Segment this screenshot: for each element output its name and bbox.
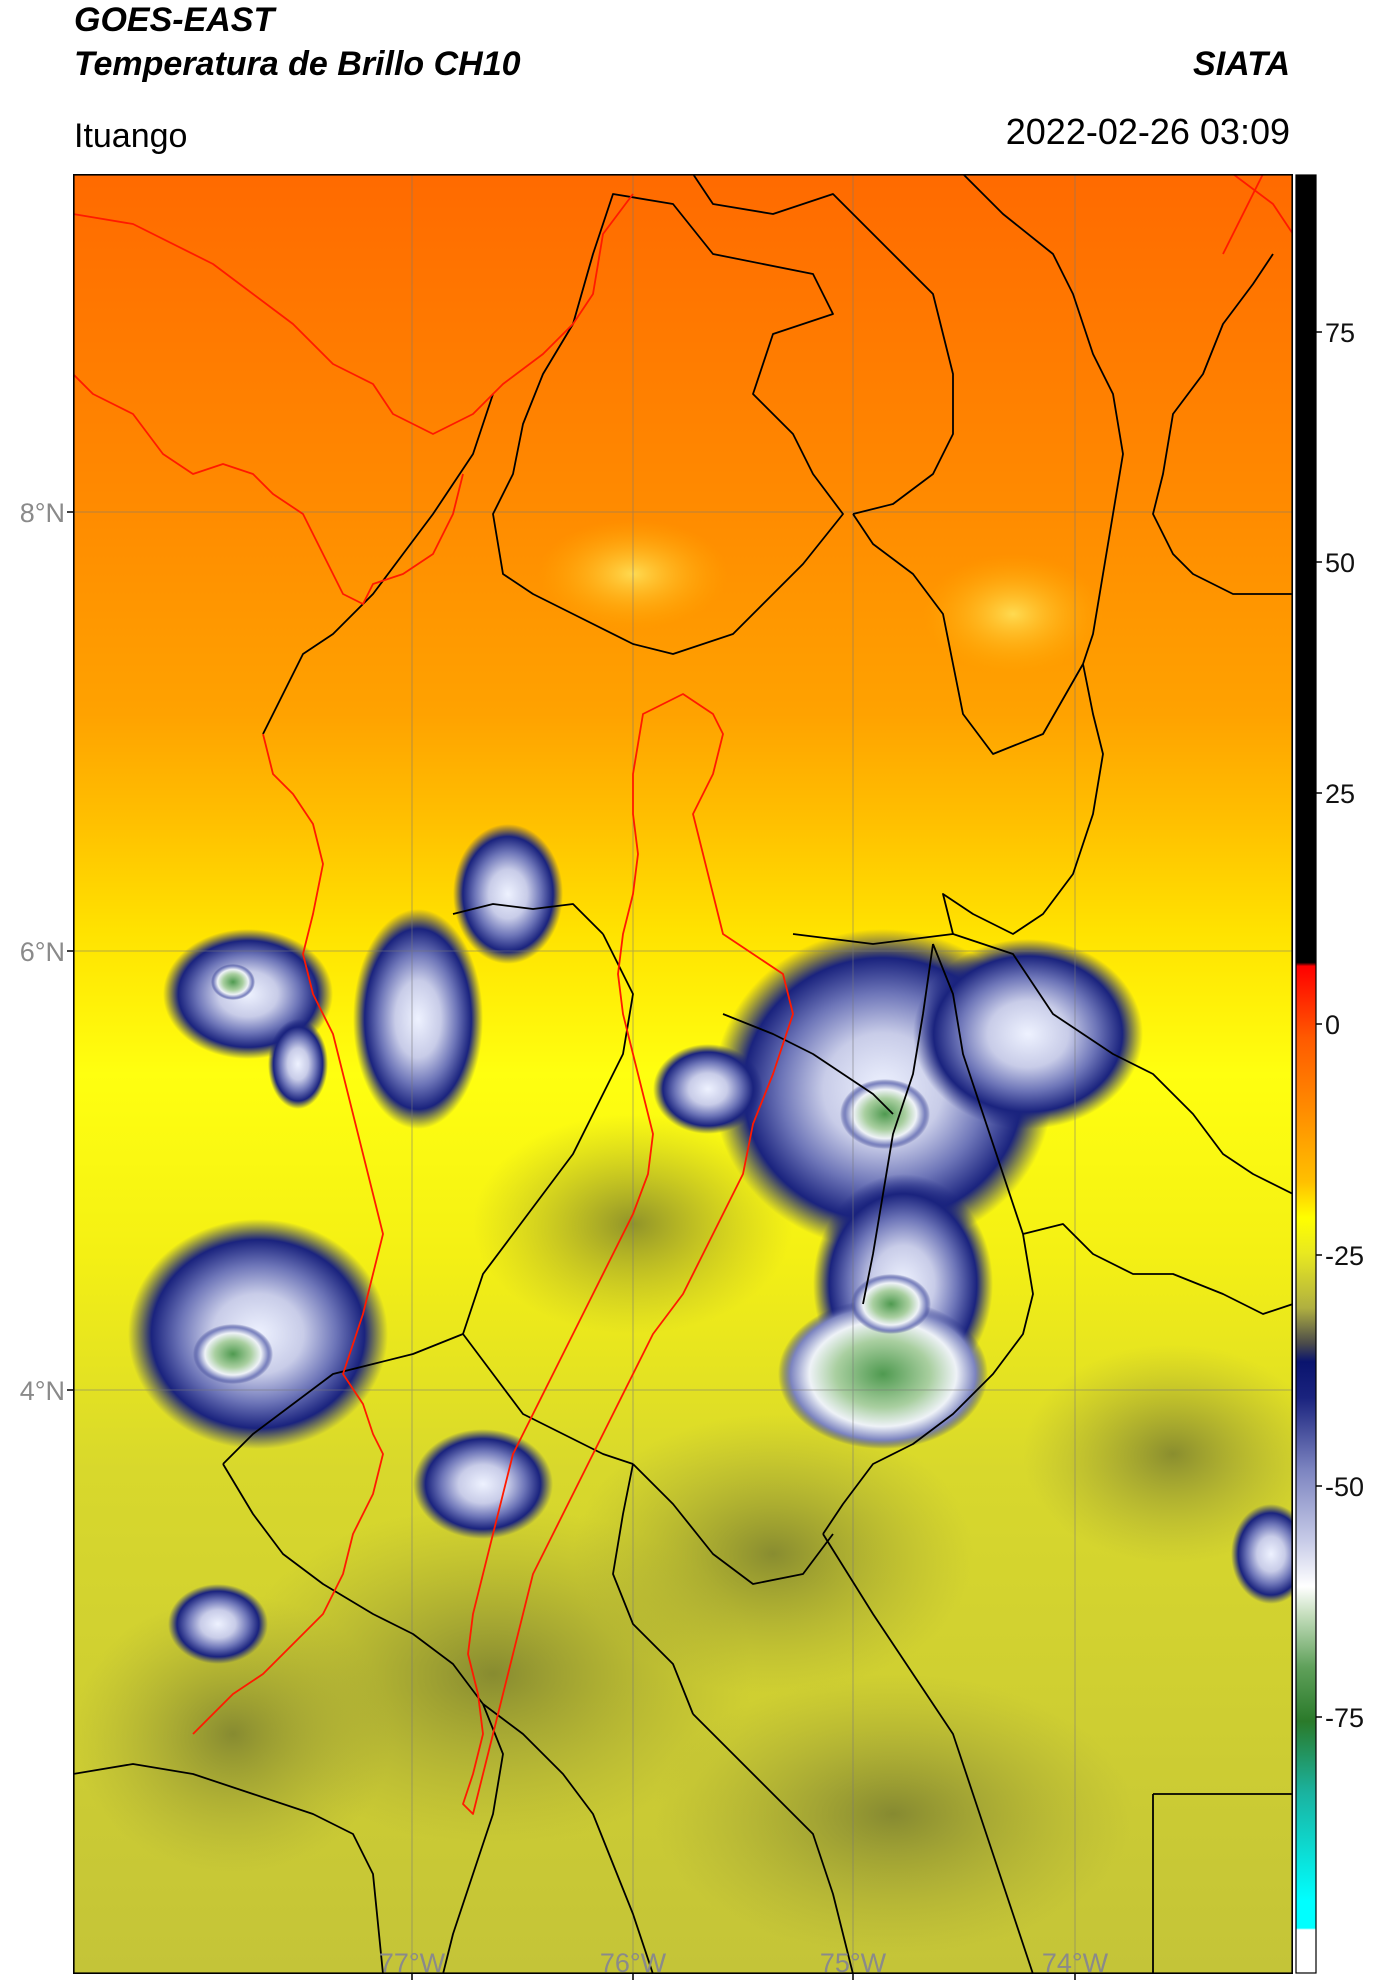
colorbar-tick-label: -25 — [1325, 1241, 1364, 1271]
lat-tick-label: 8°N — [20, 498, 65, 528]
colorbar-tick-label: -75 — [1325, 1703, 1364, 1733]
colorbar-ramp — [1295, 174, 1317, 1974]
product-title: Temperatura de Brillo CH10 — [74, 45, 521, 83]
region-label: Ituango — [74, 117, 188, 155]
gridlines — [73, 174, 1293, 1974]
lat-tick-label: 4°N — [20, 1376, 65, 1406]
timestamp-label: 2022-02-26 03:09 — [1005, 111, 1290, 152]
colorbar-tick-label: 50 — [1325, 548, 1355, 578]
department-borders — [73, 174, 1293, 1974]
colorbar-tick-label: 25 — [1325, 779, 1355, 809]
cool-patches — [73, 1114, 1293, 1954]
storm-cells — [128, 824, 1293, 1664]
colorbar-tick-label: 0 — [1325, 1010, 1340, 1040]
coastline — [73, 174, 1293, 1735]
satellite-title: GOES-EAST — [74, 1, 275, 39]
brand-label: SIATA — [1193, 45, 1290, 83]
colorbar-tick-label: -50 — [1325, 1472, 1364, 1502]
watershed-border — [462, 693, 794, 1815]
satellite-map — [73, 174, 1293, 1974]
colorbar-tick-label: 75 — [1325, 318, 1355, 348]
colorbar: 75 50 25 0 -25 -50 -75 — [1295, 174, 1364, 1974]
map-frame — [73, 174, 1293, 1974]
lat-tick-label: 6°N — [20, 937, 65, 967]
